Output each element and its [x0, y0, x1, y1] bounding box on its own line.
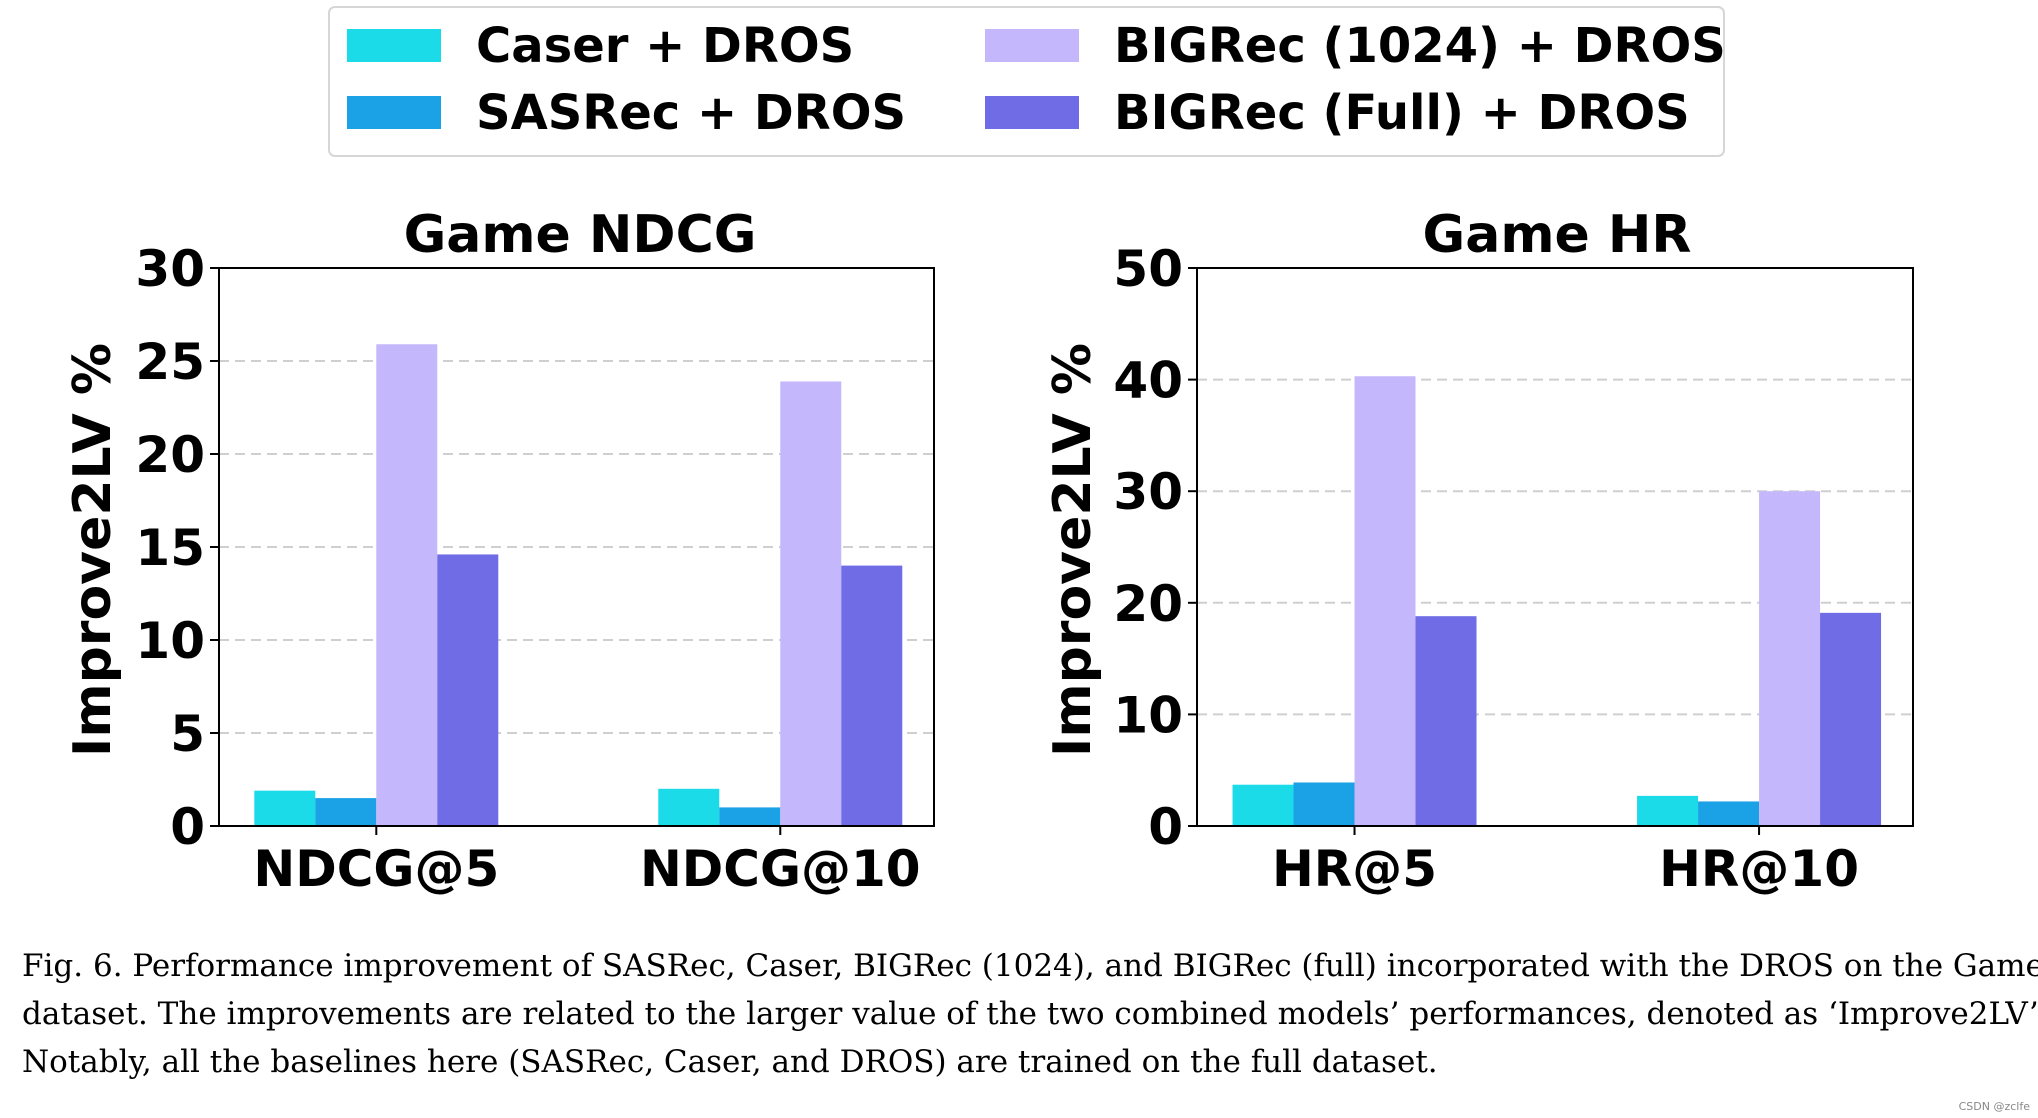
- legend-swatch-bigrec-1024: [985, 29, 1079, 62]
- bar-sasrec-dros-hr5: [1293, 782, 1355, 826]
- bar-sasrec-dros-ndcg5: [315, 798, 377, 826]
- legend-label-bigrec-1024: BIGRec (1024) + DROS: [1114, 18, 1726, 74]
- bar-caser-dros-hr10: [1637, 795, 1699, 826]
- y-tick-label: 20: [135, 426, 205, 484]
- y-tick-label: 10: [1113, 686, 1183, 744]
- y-tick-label: 5: [170, 705, 205, 763]
- y-tick-label: 15: [135, 519, 205, 577]
- legend-label-bigrec-full: BIGRec (Full) + DROS: [1114, 85, 1690, 141]
- bar-caser-dros-ndcg10: [658, 788, 720, 826]
- caption-line-2: dataset. The improvements are related to…: [22, 996, 2038, 1032]
- y-tick-label: 0: [1148, 798, 1183, 856]
- bar-sasrec-dros-ndcg10: [719, 807, 781, 826]
- bar-bigrec-1024-dros-ndcg10: [780, 381, 842, 826]
- bar-bigrec-full-dros-hr10: [1820, 612, 1882, 826]
- watermark: CSDN @zclfe: [1959, 1100, 2031, 1113]
- legend-swatch-caser: [347, 29, 441, 62]
- bar-bigrec-full-dros-ndcg10: [841, 565, 903, 826]
- y-axis-label: Improve2LV %: [63, 343, 123, 757]
- x-tick-label: HR@10: [1659, 840, 1859, 898]
- legend-label-caser: Caser + DROS: [476, 18, 854, 74]
- caption-line-3: Notably, all the baselines here (SASRec,…: [22, 1044, 1438, 1080]
- y-tick-label: 0: [170, 798, 205, 856]
- bar-bigrec-1024-dros-ndcg5: [376, 344, 438, 826]
- chart-title: Game NDCG: [404, 205, 757, 265]
- x-tick-label: NDCG@5: [253, 840, 499, 898]
- y-tick-label: 20: [1113, 575, 1183, 633]
- y-tick-label: 50: [1113, 240, 1183, 298]
- legend-label-sasrec: SASRec + DROS: [476, 85, 906, 141]
- x-tick-label: HR@5: [1272, 840, 1437, 898]
- chart-game-hr: Game HR Improve2LV % 0 10 20 30 40 50 HR@5 HR@…: [1043, 205, 1914, 898]
- caption-line-1: Fig. 6. Performance improvement of SASRe…: [22, 948, 2038, 984]
- bar-sasrec-dros-hr10: [1698, 801, 1760, 826]
- plot-frame: [1196, 267, 1914, 827]
- y-tick-label: 25: [135, 333, 205, 391]
- y-tick-label: 10: [135, 612, 205, 670]
- chart-game-ndcg: Game NDCG Improve2LV % 0 5 10 15 20 25 30 NDCG…: [63, 205, 935, 898]
- bar-bigrec-1024-dros-hr5: [1354, 376, 1416, 826]
- bar-caser-dros-hr5: [1232, 784, 1294, 826]
- x-tick-label: NDCG@10: [640, 840, 921, 898]
- bar-bigrec-1024-dros-hr10: [1759, 491, 1821, 826]
- bar-caser-dros-ndcg5: [254, 790, 316, 826]
- legend-swatch-bigrec-full: [985, 96, 1079, 129]
- legend-swatch-sasrec: [347, 96, 441, 129]
- y-tick-label: 40: [1113, 352, 1183, 410]
- y-axis-label: Improve2LV %: [1043, 343, 1103, 757]
- caption: Fig. 6. Performance improvement of SASRe…: [22, 948, 2038, 1080]
- legend: Caser + DROS SASRec + DROS BIGRec (1024)…: [328, 6, 1726, 157]
- bar-bigrec-full-dros-ndcg5: [437, 554, 499, 826]
- y-tick-label: 30: [135, 240, 205, 298]
- chart-title: Game HR: [1423, 205, 1692, 265]
- legend-frame: [328, 6, 1725, 157]
- y-tick-label: 30: [1113, 463, 1183, 521]
- bar-bigrec-full-dros-hr5: [1415, 616, 1477, 826]
